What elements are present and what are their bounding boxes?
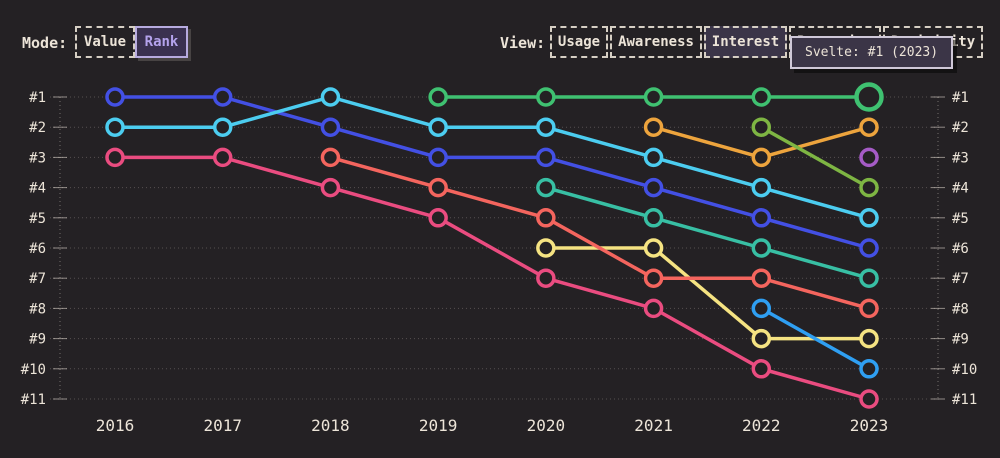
marker-cyan-2022[interactable]	[751, 177, 772, 198]
rank-label-right: #8	[952, 301, 969, 317]
rank-label-left: #2	[29, 120, 46, 136]
marker-cyan-2020[interactable]	[536, 117, 556, 137]
marker-blue-2023[interactable]	[859, 238, 879, 258]
marker-yellow-2023[interactable]	[859, 328, 879, 349]
marker-amber-2023[interactable]	[859, 117, 879, 137]
marker-teal-2022[interactable]	[751, 238, 772, 258]
year-label: 2016	[96, 416, 135, 435]
rank-label-left: #7	[29, 271, 46, 287]
marker-pink-2017[interactable]	[212, 147, 233, 168]
tooltip: Svelte: #1 (2023)	[790, 36, 954, 69]
rank-label-left: #4	[29, 181, 46, 197]
rank-label-left: #9	[29, 332, 46, 348]
view-label: View:	[500, 34, 546, 52]
rank-label-left: #1	[29, 90, 46, 106]
marker-purple-2023[interactable]	[859, 147, 879, 168]
rank-label-left: #11	[21, 392, 46, 408]
marker-cyan-2019[interactable]	[428, 117, 448, 137]
marker-blue-2022[interactable]	[751, 208, 772, 228]
series-line-salmon[interactable]	[328, 155, 871, 311]
rank-label-right: #5	[952, 211, 969, 227]
marker-salmon-2023[interactable]	[859, 298, 879, 319]
marker-cyan-2016[interactable]	[105, 117, 125, 137]
marker-amber-2022[interactable]	[751, 147, 772, 168]
rank-label-right: #3	[952, 150, 969, 166]
marker-salmon-2021[interactable]	[643, 268, 664, 288]
marker-blue-2018[interactable]	[320, 117, 341, 137]
marker-blue-2019[interactable]	[428, 147, 448, 168]
year-label: 2023	[850, 416, 889, 435]
marker-blue-2017[interactable]	[212, 87, 233, 107]
marker-cyan-2021[interactable]	[643, 147, 664, 168]
series-line-teal[interactable]	[544, 185, 871, 280]
rank-label-right: #7	[952, 271, 969, 287]
marker-yellow-2022[interactable]	[751, 328, 772, 349]
mode-option-rank[interactable]: Rank	[135, 26, 188, 58]
highlighted-marker-svelte-2023[interactable]	[854, 82, 884, 112]
year-label: 2021	[634, 416, 673, 435]
marker-pink-2016[interactable]	[105, 147, 125, 168]
marker-svelte-2022[interactable]	[751, 87, 772, 107]
marker-cyan-2018[interactable]	[320, 87, 341, 107]
view-option-usage[interactable]: Usage	[550, 26, 608, 58]
marker-lime-2022[interactable]	[751, 117, 772, 137]
marker-pink-2018[interactable]	[320, 177, 341, 198]
year-label: 2019	[419, 416, 458, 435]
year-label: 2020	[527, 416, 566, 435]
marker-salmon-2019[interactable]	[428, 177, 448, 198]
series-line-cyan[interactable]	[113, 95, 871, 220]
rank-label-left: #5	[29, 211, 46, 227]
year-label: 2022	[742, 416, 781, 435]
marker-teal-2020[interactable]	[536, 177, 556, 198]
marker-yellow-2021[interactable]	[643, 238, 664, 258]
marker-blue-2021[interactable]	[643, 177, 664, 198]
tooltip-text: Svelte: #1 (2023)	[805, 45, 939, 60]
marker-pink-2022[interactable]	[751, 359, 772, 379]
marker-teal-2021[interactable]	[643, 208, 664, 228]
marker-salmon-2022[interactable]	[751, 268, 772, 288]
marker-salmon-2020[interactable]	[536, 208, 556, 228]
marker-sky-2023[interactable]	[859, 359, 879, 379]
year-label: 2018	[311, 416, 350, 435]
mode-label: Mode:	[22, 34, 68, 52]
marker-teal-2023[interactable]	[859, 268, 879, 288]
rank-label-right: #2	[952, 120, 969, 136]
marker-pink-2020[interactable]	[536, 268, 556, 288]
series-line-lime[interactable]	[759, 125, 871, 190]
view-option-awareness[interactable]: Awareness	[610, 26, 702, 58]
rank-label-right: #4	[952, 181, 969, 197]
marker-svelte-2021[interactable]	[643, 87, 664, 107]
marker-blue-2020[interactable]	[536, 147, 556, 168]
rank-label-left: #10	[21, 362, 46, 378]
marker-pink-2019[interactable]	[428, 208, 448, 228]
rank-label-right: #9	[952, 332, 969, 348]
rank-label-right: #11	[952, 392, 977, 408]
marker-amber-2021[interactable]	[643, 117, 664, 137]
rank-label-right: #1	[952, 90, 969, 106]
year-label: 2017	[203, 416, 242, 435]
series-line-pink[interactable]	[113, 155, 871, 401]
marker-sky-2022[interactable]	[751, 298, 772, 319]
rank-label-left: #8	[29, 301, 46, 317]
rank-label-left: #6	[29, 241, 46, 257]
series-line-blue[interactable]	[113, 95, 871, 250]
marker-cyan-2017[interactable]	[212, 117, 233, 137]
rank-label-right: #10	[952, 362, 977, 378]
marker-lime-2023[interactable]	[859, 177, 879, 198]
rank-label-left: #3	[29, 150, 46, 166]
rank-label-right: #6	[952, 241, 969, 257]
marker-pink-2021[interactable]	[643, 298, 664, 319]
series-line-sky[interactable]	[759, 306, 871, 371]
marker-pink-2023[interactable]	[859, 389, 879, 409]
marker-yellow-2020[interactable]	[536, 238, 556, 258]
view-option-interest[interactable]: Interest	[704, 26, 787, 58]
marker-blue-2016[interactable]	[105, 87, 125, 107]
marker-svelte-2019[interactable]	[428, 87, 448, 107]
marker-cyan-2023[interactable]	[859, 208, 879, 228]
marker-svelte-2020[interactable]	[536, 87, 556, 107]
marker-salmon-2018[interactable]	[320, 147, 341, 168]
mode-option-value[interactable]: Value	[75, 26, 135, 58]
